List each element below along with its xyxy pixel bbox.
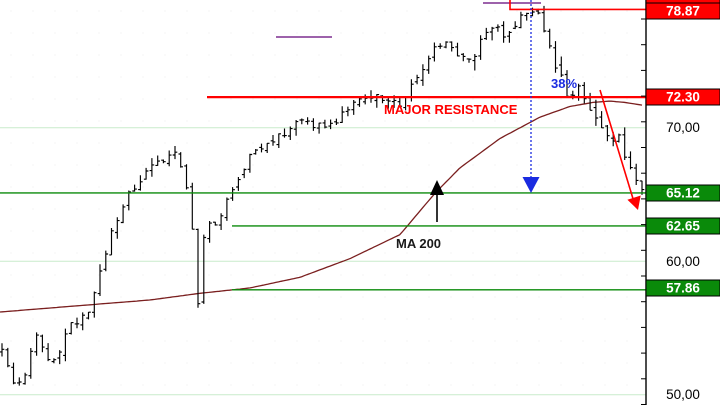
svg-text:72.30: 72.30 bbox=[666, 90, 700, 105]
svg-text:65.12: 65.12 bbox=[666, 186, 700, 201]
svg-text:38%: 38% bbox=[551, 76, 577, 91]
svg-text:57.86: 57.86 bbox=[666, 281, 700, 296]
svg-text:50,00: 50,00 bbox=[666, 387, 700, 402]
svg-text:60,00: 60,00 bbox=[666, 254, 700, 269]
svg-text:78.87: 78.87 bbox=[666, 4, 700, 19]
svg-text:70,00: 70,00 bbox=[666, 120, 700, 135]
svg-text:62.65: 62.65 bbox=[666, 219, 700, 234]
svg-text:MAJOR RESISTANCE: MAJOR RESISTANCE bbox=[384, 102, 518, 117]
svg-text:81.64: 81.64 bbox=[666, 0, 700, 2]
svg-text:MA 200: MA 200 bbox=[396, 236, 441, 251]
